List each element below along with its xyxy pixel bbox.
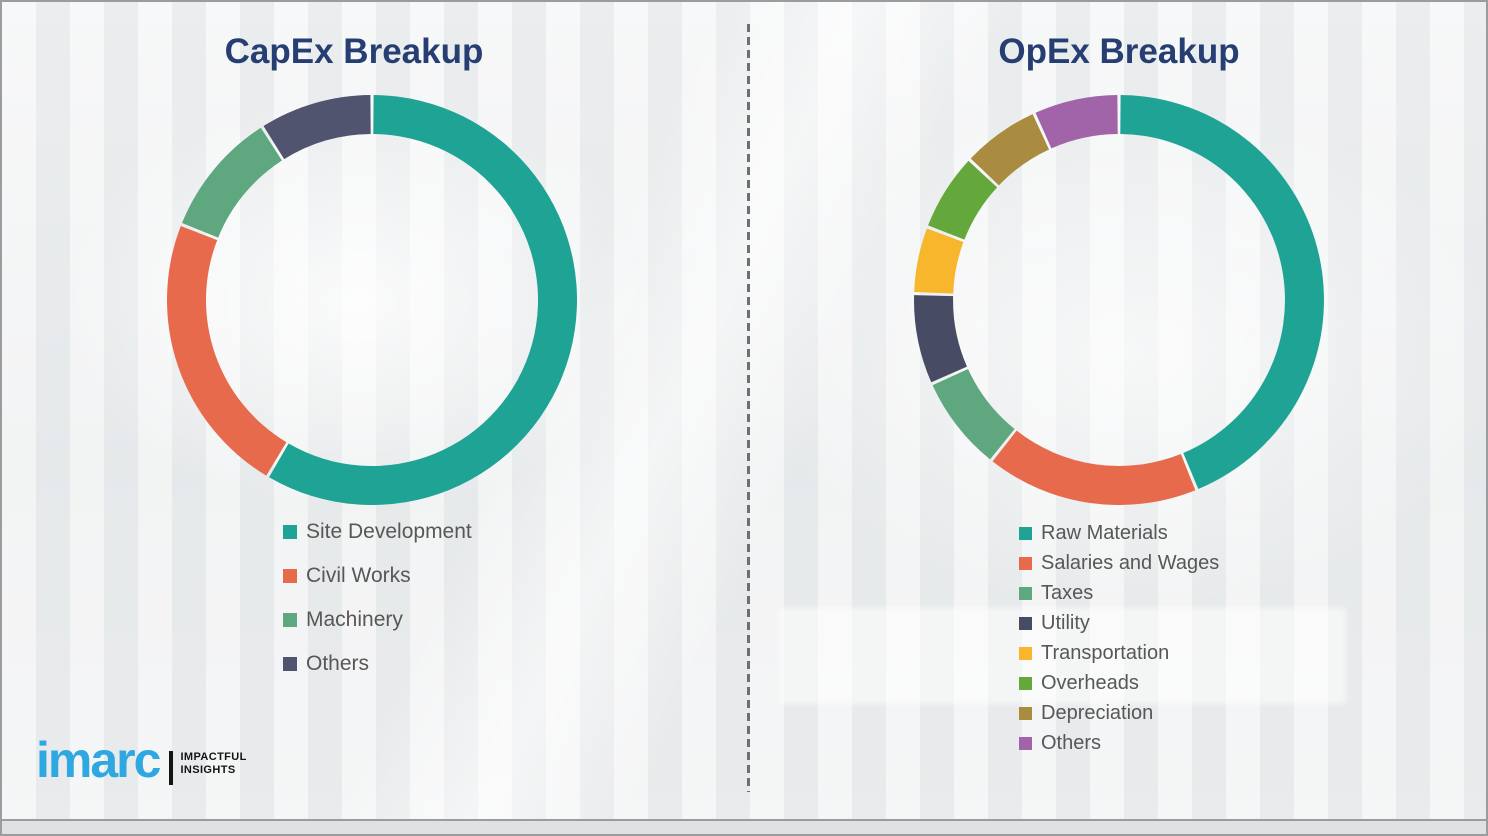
legend-item-taxes: Taxes (1019, 578, 1219, 608)
donut-segment-salaries-and-wages (992, 430, 1196, 505)
imarc-logo-wordmark: imarc (36, 732, 161, 788)
legend-item-transportation: Transportation (1019, 638, 1219, 668)
donut-segment-civil-works (167, 226, 287, 476)
legend-item-salaries-and-wages: Salaries and Wages (1019, 548, 1219, 578)
legend-swatch-others (283, 657, 297, 671)
legend-label-transportation: Transportation (1041, 641, 1170, 664)
imarc-tagline-line2: INSIGHTS (180, 763, 236, 776)
legend-swatch-salaries-and-wages (1019, 556, 1032, 570)
legend-label-depreciation: Depreciation (1041, 701, 1154, 724)
imarc-logo-tagline: IMPACTFUL INSIGHTS (180, 751, 246, 777)
donut-segment-site-development (269, 95, 577, 505)
legend-item-site-development: Site Development (283, 510, 472, 554)
legend-item-machinery: Machinery (283, 598, 472, 642)
donut-segment-transportation (914, 228, 964, 294)
legend-item-others: Others (1019, 728, 1219, 758)
bottom-border-strip (2, 819, 1486, 834)
legend-item-civil-works: Civil Works (283, 554, 472, 598)
opex-donut-chart (914, 95, 1324, 505)
capex-donut-chart (167, 95, 577, 505)
legend-swatch-overheads (1019, 676, 1032, 690)
legend-label-civil-works: Civil Works (306, 564, 411, 587)
donut-segment-others (1035, 95, 1118, 149)
opex-legend: Raw Materials Salaries and Wages Taxes Util… (1019, 518, 1219, 758)
imarc-tagline-line1: IMPACTFUL (180, 751, 247, 763)
legend-swatch-depreciation (1019, 706, 1032, 720)
opex-chart-title: OpEx Breakup (998, 32, 1240, 71)
legend-label-utility: Utility (1041, 611, 1090, 634)
legend-label-others: Others (306, 652, 370, 675)
vertical-dashed-divider (747, 24, 750, 792)
legend-label-machinery: Machinery (306, 608, 403, 631)
donut-segment-depreciation (970, 114, 1050, 186)
legend-swatch-machinery (283, 613, 297, 627)
legend-label-salaries-and-wages: Salaries and Wages (1041, 551, 1220, 574)
legend-item-utility: Utility (1019, 608, 1219, 638)
legend-swatch-civil-works (283, 569, 297, 583)
donut-segment-others (263, 95, 371, 160)
imarc-logo: imarc IMPACTFUL INSIGHTS (36, 733, 247, 788)
capex-legend: Site Development Civil Works Machinery Othe… (283, 510, 472, 686)
capex-chart-title: CapEx Breakup (224, 32, 484, 71)
legend-swatch-utility (1019, 616, 1032, 630)
donut-segment-taxes (932, 369, 1015, 460)
legend-label-raw-materials: Raw Materials (1041, 521, 1168, 544)
legend-item-overheads: Overheads (1019, 668, 1219, 698)
background-faint-box (780, 608, 1346, 704)
donut-segment-raw-materials (1120, 95, 1324, 490)
donut-segment-overheads (928, 160, 998, 240)
legend-swatch-taxes (1019, 586, 1032, 600)
legend-label-taxes: Taxes (1041, 581, 1094, 604)
legend-label-site-development: Site Development (306, 520, 472, 543)
legend-label-overheads: Overheads (1041, 671, 1139, 694)
legend-item-others: Others (283, 642, 472, 686)
legend-swatch-raw-materials (1019, 526, 1032, 540)
legend-label-others: Others (1041, 731, 1102, 754)
legend-item-raw-materials: Raw Materials (1019, 518, 1219, 548)
imarc-logo-divider-bar (169, 751, 174, 785)
legend-item-depreciation: Depreciation (1019, 698, 1219, 728)
donut-segment-machinery (181, 127, 282, 238)
legend-swatch-transportation (1019, 646, 1032, 660)
legend-swatch-others (1019, 736, 1032, 750)
donut-segment-utility (914, 295, 967, 383)
legend-swatch-site-development (283, 525, 297, 539)
